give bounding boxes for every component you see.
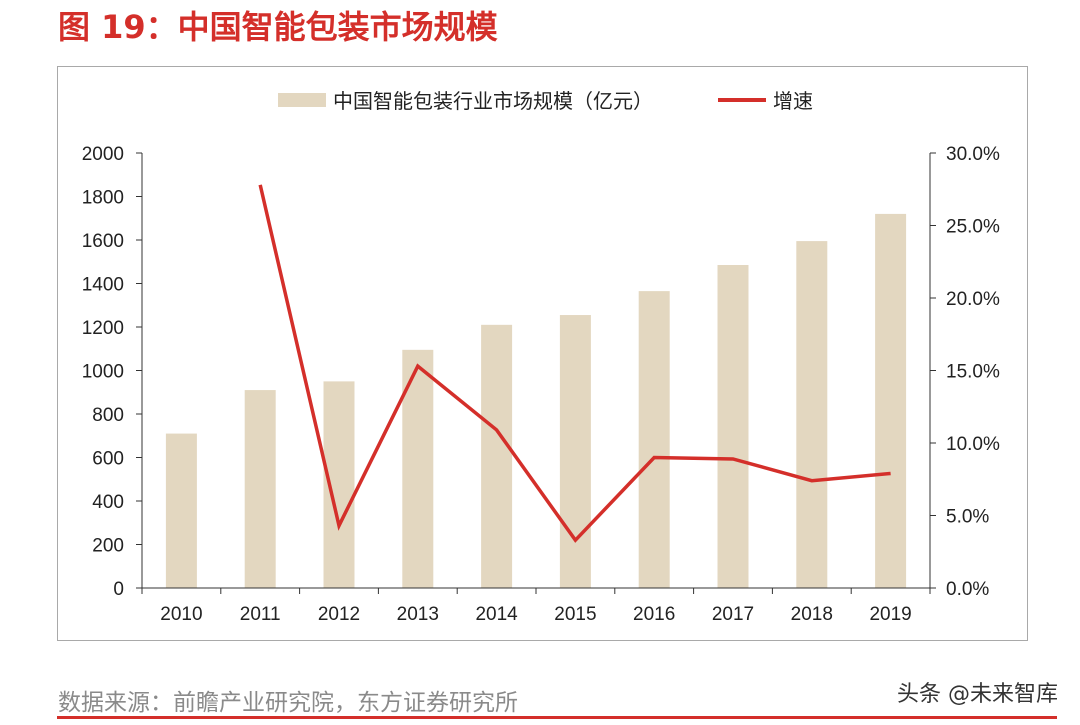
bar bbox=[559, 315, 591, 588]
footer-rule bbox=[57, 716, 1057, 719]
y-left-tick-label: 1600 bbox=[82, 231, 124, 252]
x-tick-label: 2010 bbox=[160, 604, 202, 625]
bar bbox=[165, 433, 197, 588]
bar bbox=[244, 390, 276, 588]
x-tick-label: 2017 bbox=[712, 604, 754, 625]
y-right-tick-label: 0.0% bbox=[946, 579, 989, 600]
y-left-tick-label: 200 bbox=[92, 536, 124, 557]
bars-layer bbox=[165, 213, 907, 588]
legend: 中国智能包装行业市场规模（亿元） 增速 bbox=[278, 90, 813, 113]
legend-bar-swatch bbox=[278, 93, 326, 107]
y-left-tick-label: 1800 bbox=[82, 188, 124, 209]
bar bbox=[638, 291, 670, 588]
bar bbox=[481, 324, 513, 588]
bar bbox=[875, 213, 907, 588]
x-tick-label: 2018 bbox=[791, 604, 833, 625]
x-tick-label: 2013 bbox=[397, 604, 439, 625]
figure-title: 图 19：中国智能包装市场规模 bbox=[58, 8, 498, 46]
y-left-tick-label: 800 bbox=[92, 405, 124, 426]
y-left-tick-label: 600 bbox=[92, 449, 124, 470]
x-tick-label: 2014 bbox=[475, 604, 518, 625]
bar bbox=[717, 265, 749, 588]
x-tick-label: 2019 bbox=[869, 604, 911, 625]
y-left-tick-label: 1000 bbox=[82, 362, 124, 383]
y-left-tick-label: 400 bbox=[92, 492, 124, 513]
x-tick-label: 2011 bbox=[240, 604, 281, 625]
y-right-tick-label: 15.0% bbox=[946, 362, 1000, 383]
y-right-tick-label: 25.0% bbox=[946, 217, 1000, 238]
source-note: 数据来源：前瞻产业研究院，东方证券研究所 bbox=[58, 690, 518, 716]
bar bbox=[796, 241, 828, 588]
line-layer bbox=[258, 184, 891, 543]
y-right-tick-label: 30.0% bbox=[946, 144, 1000, 165]
y-left-tick-label: 1200 bbox=[82, 318, 124, 339]
legend-bar-label: 中国智能包装行业市场规模（亿元） bbox=[333, 90, 653, 113]
watermark: 头条 @未来智库 bbox=[897, 682, 1058, 707]
x-tick-label: 2016 bbox=[633, 604, 675, 625]
x-tick-label: 2015 bbox=[554, 604, 596, 625]
y-right-tick-label: 5.0% bbox=[946, 507, 989, 528]
y-right-tick-label: 20.0% bbox=[946, 289, 1000, 310]
legend-line-label: 增速 bbox=[773, 90, 813, 113]
chart-frame bbox=[57, 66, 1028, 641]
y-left-tick-label: 2000 bbox=[82, 144, 124, 165]
y-left-tick-label: 0 bbox=[113, 579, 124, 600]
y-left-tick-label: 1400 bbox=[82, 275, 124, 296]
y-right-tick-label: 10.0% bbox=[946, 434, 1000, 455]
x-tick-label: 2012 bbox=[318, 604, 360, 625]
axes-layer: 0 200 400 600 800 1000 1200 1400 1600 1800 2000 0.0… bbox=[82, 144, 1000, 625]
